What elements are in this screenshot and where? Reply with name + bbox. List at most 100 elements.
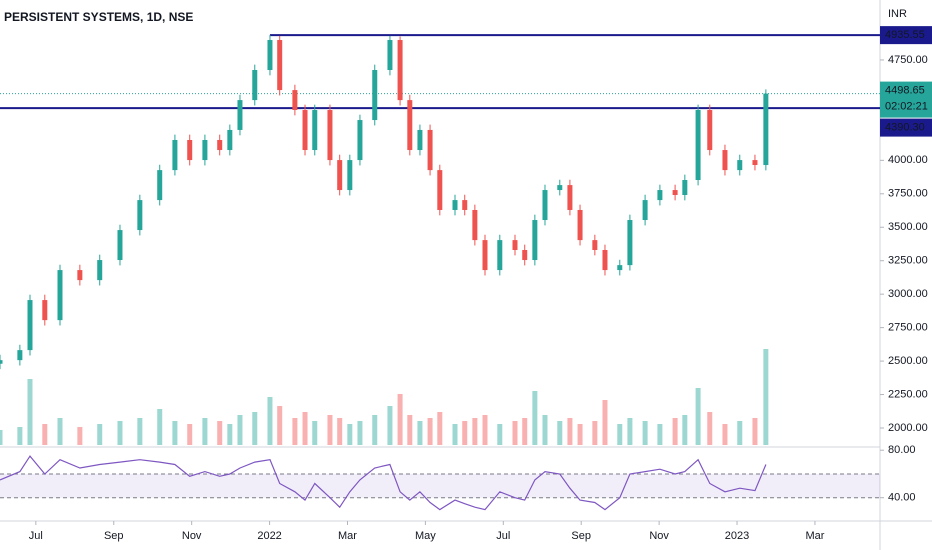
candle-body bbox=[707, 110, 713, 151]
y-tick-label: 3750.00 bbox=[888, 188, 928, 200]
volume-bar bbox=[522, 418, 528, 445]
candle-body bbox=[577, 209, 583, 241]
candle-body bbox=[532, 220, 538, 261]
candle-body bbox=[277, 40, 283, 91]
volume-bar bbox=[357, 421, 363, 445]
candle-body bbox=[172, 139, 178, 171]
y-tick-label: 2500.00 bbox=[888, 355, 928, 367]
candle-body bbox=[452, 200, 458, 210]
x-tick-label: Sep bbox=[104, 530, 124, 542]
volume-bar bbox=[657, 424, 663, 445]
candle-body bbox=[337, 160, 343, 191]
volume-bar bbox=[482, 415, 488, 445]
y-tick-label: 2000.00 bbox=[888, 422, 928, 434]
volume-bar bbox=[57, 418, 63, 445]
x-tick-label: Sep bbox=[571, 530, 591, 542]
candle-body bbox=[722, 150, 728, 171]
candle-body bbox=[672, 190, 678, 195]
volume-bar bbox=[27, 379, 33, 445]
volume-bar bbox=[707, 412, 713, 445]
candle-body bbox=[497, 240, 503, 271]
volume-bar bbox=[157, 409, 163, 445]
candle-body bbox=[752, 160, 758, 166]
candle-body bbox=[42, 300, 48, 321]
candle-body bbox=[407, 100, 413, 151]
candle-body bbox=[642, 200, 648, 221]
volume-bar bbox=[277, 406, 283, 445]
candle-body bbox=[77, 270, 83, 281]
y-tick-label: 3250.00 bbox=[888, 255, 928, 267]
level-label-box bbox=[880, 118, 932, 137]
candle-body bbox=[157, 170, 163, 201]
volume-bar bbox=[292, 418, 298, 445]
candle-body bbox=[627, 220, 633, 266]
volume-bar bbox=[77, 427, 83, 445]
rsi-line bbox=[0, 455, 767, 511]
rsi-tick-label: 80.00 bbox=[888, 444, 916, 456]
candle-body bbox=[682, 180, 688, 195]
volume-bar bbox=[452, 424, 458, 445]
x-tick-label: 2022 bbox=[257, 530, 281, 542]
currency: INR bbox=[888, 8, 907, 20]
candle-body bbox=[397, 40, 403, 101]
volume-bar bbox=[577, 424, 583, 445]
candle-body bbox=[57, 270, 63, 321]
chart-title: PERSISTENT SYSTEMS, 1D, NSE bbox=[4, 10, 193, 24]
volume-bar bbox=[695, 388, 701, 445]
candle-body bbox=[227, 129, 233, 151]
volume-bar bbox=[267, 397, 273, 445]
x-tick-label: 2023 bbox=[725, 530, 749, 542]
candle-body bbox=[602, 250, 608, 271]
volume-bar bbox=[137, 418, 143, 445]
volume-bar bbox=[417, 421, 423, 445]
volume-bar bbox=[737, 421, 743, 445]
current-price-box bbox=[880, 81, 932, 118]
volume-bar bbox=[462, 421, 468, 445]
x-tick-label: Jul bbox=[496, 530, 510, 542]
volume-bar bbox=[427, 418, 433, 445]
y-tick-label: 3000.00 bbox=[888, 288, 928, 300]
candle-body bbox=[522, 250, 528, 261]
level-label: 4390.30 bbox=[885, 122, 925, 134]
volume-bar bbox=[302, 412, 308, 445]
level-label-box bbox=[880, 26, 932, 45]
level-label: 4935.55 bbox=[885, 29, 925, 41]
volume-bar bbox=[722, 424, 728, 445]
candle-body bbox=[217, 139, 223, 151]
candle-body bbox=[327, 110, 333, 161]
y-tick-label: 3500.00 bbox=[888, 221, 928, 233]
candle-body bbox=[427, 129, 433, 171]
volume-bar bbox=[347, 424, 353, 445]
candle-body bbox=[763, 93, 769, 166]
rsi-band bbox=[0, 473, 880, 498]
x-tick-label: Mar bbox=[805, 530, 824, 542]
volume-bar bbox=[17, 427, 23, 445]
candle-body bbox=[372, 69, 378, 121]
volume-bar bbox=[763, 349, 769, 445]
volume-bar bbox=[237, 415, 243, 445]
candle-body bbox=[302, 110, 308, 151]
candle-body bbox=[137, 200, 143, 231]
candle-body bbox=[417, 129, 423, 151]
volume-bar bbox=[512, 421, 518, 445]
candle-body bbox=[387, 40, 393, 70]
volume-bar bbox=[437, 412, 443, 445]
candle-body bbox=[17, 350, 23, 361]
candle-body bbox=[695, 110, 701, 181]
candle-body bbox=[737, 160, 743, 171]
candle-body bbox=[557, 185, 563, 191]
volume-bar bbox=[217, 421, 223, 445]
y-tick-label: 2750.00 bbox=[888, 322, 928, 334]
volume-bar bbox=[202, 418, 208, 445]
candle-body bbox=[542, 190, 548, 221]
candle-body bbox=[617, 265, 623, 271]
volume-bar bbox=[602, 400, 608, 445]
candle-body bbox=[27, 300, 33, 351]
volume-bar bbox=[337, 418, 343, 445]
countdown-label: 02:02:21 bbox=[885, 101, 928, 113]
volume-bar bbox=[627, 418, 633, 445]
volume-bar bbox=[312, 421, 318, 445]
candle-body bbox=[512, 240, 518, 251]
x-tick-label: Jul bbox=[29, 530, 43, 542]
